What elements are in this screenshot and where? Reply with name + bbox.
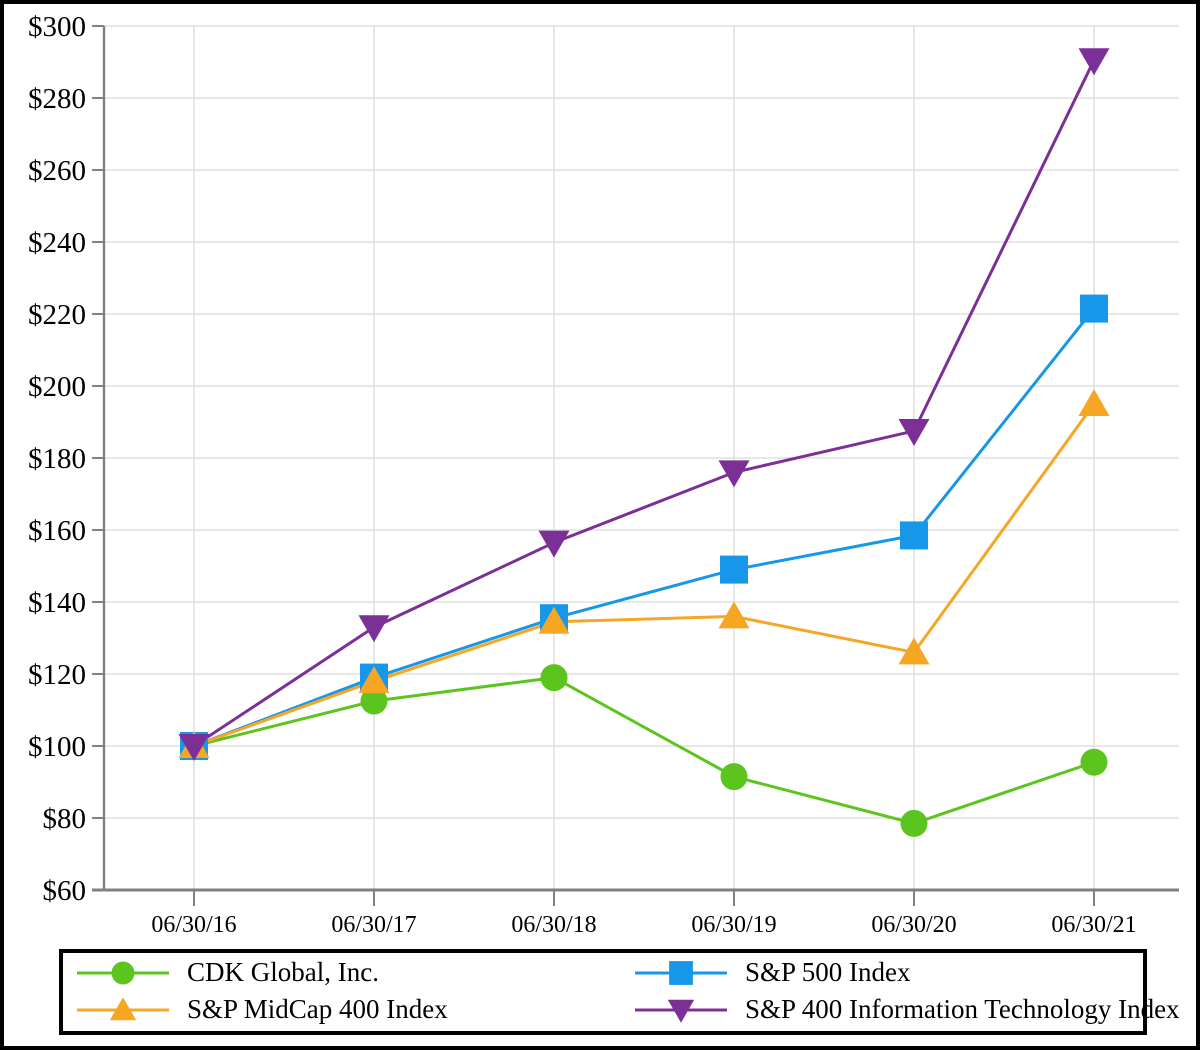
- series-line-s-p-500-index: [193, 307, 1096, 748]
- legend-marker-s-p-400-information-technology-index: [667, 999, 695, 1023]
- marker-s-p-500-index-06/30/20: [900, 521, 928, 550]
- x-tick-label: 06/30/21: [1051, 912, 1136, 938]
- marker-s-p-400-information-technology-index-06/30/17: [358, 615, 390, 643]
- legend-item-s-p-500-index: S&P 500 Index: [631, 956, 1180, 990]
- marker-s-p-400-information-technology-index-06/30/18: [538, 530, 570, 558]
- legend-label: CDK Global, Inc.: [187, 957, 379, 987]
- y-tick-label: $120: [28, 659, 86, 691]
- chart-legend: CDK Global, Inc. S&P 500 Index S&P MidCap …: [59, 949, 1180, 1035]
- y-tick-label: $180: [28, 443, 86, 475]
- circle-marker-icon: [77, 961, 169, 984]
- marker-s-p-400-information-technology-index-06/30/19: [718, 460, 750, 488]
- marker-s-p-midcap-400-index-06/30/20: [898, 637, 930, 665]
- y-tick-label: $260: [28, 155, 86, 187]
- y-tick-label: $140: [28, 587, 86, 619]
- performance-line-chart: $60 $80 $100 $120 $140 $160 $180 $200 $220 $240 $2…: [28, 11, 1179, 938]
- x-tick-label: 06/30/20: [871, 912, 956, 938]
- legend-marker-s-p-500-index: [669, 960, 693, 985]
- square-marker-icon: [635, 960, 727, 985]
- marker-s-p-500-index-06/30/19: [720, 555, 748, 584]
- marker-s-p-midcap-400-index-06/30/21: [1078, 389, 1110, 416]
- marker-s-p-midcap-400-index-06/30/17: [358, 666, 390, 694]
- legend-label: S&P 500 Index: [745, 957, 911, 987]
- marker-cdk-global-inc-06/30/18: [540, 664, 568, 692]
- marker-cdk-global-inc-06/30/21: [1080, 748, 1108, 776]
- y-tick-label: $240: [28, 227, 86, 259]
- marker-cdk-global-inc-06/30/17: [360, 687, 388, 715]
- triangle-up-marker-icon: [77, 996, 169, 1020]
- series-line-s-p-400-information-technology-index: [193, 59, 1096, 748]
- legend-marker-s-p-midcap-400-index: [109, 996, 137, 1020]
- legend-item-cdk-global-inc: CDK Global, Inc.: [73, 956, 631, 990]
- x-tick-label: 06/30/19: [691, 912, 776, 938]
- marker-s-p-500-index-06/30/21: [1080, 294, 1108, 323]
- series-line-s-p-midcap-400-index: [193, 403, 1096, 748]
- legend-item-s-p-midcap-400-index: S&P MidCap 400 Index: [73, 993, 631, 1027]
- x-tick-label: 06/30/17: [331, 912, 416, 938]
- x-tick-label: 06/30/16: [151, 912, 236, 938]
- series-line-cdk-global-inc: [193, 676, 1095, 825]
- y-tick-label: $160: [28, 515, 86, 547]
- marker-cdk-global-inc-06/30/20: [900, 809, 928, 837]
- y-tick-label: $220: [28, 299, 86, 331]
- marker-cdk-global-inc-06/30/19: [720, 763, 748, 791]
- y-tick-label: $280: [28, 83, 86, 115]
- y-tick-label: $100: [28, 731, 86, 763]
- legend-item-s-p-400-information-technology-index: S&P 400 Information Technology Index: [631, 993, 1180, 1027]
- legend-label: S&P 400 Information Technology Index: [745, 994, 1180, 1024]
- legend-label: S&P MidCap 400 Index: [187, 994, 448, 1024]
- marker-s-p-midcap-400-index-06/30/19: [718, 601, 750, 629]
- y-tick-label: $60: [43, 875, 87, 907]
- x-tick-label: 06/30/18: [511, 912, 596, 938]
- legend-marker-cdk-global-inc: [111, 961, 135, 984]
- marker-s-p-400-information-technology-index-06/30/20: [898, 419, 930, 446]
- marker-s-p-400-information-technology-index-06/30/21: [1078, 48, 1110, 76]
- triangle-down-marker-icon: [635, 999, 727, 1023]
- marker-s-p-midcap-400-index-06/30/18: [538, 606, 570, 634]
- y-tick-label: $80: [43, 803, 87, 835]
- y-tick-label: $200: [28, 371, 86, 403]
- y-tick-label: $300: [28, 11, 86, 43]
- marker-s-p-400-information-technology-index-06/30/16: [178, 734, 210, 761]
